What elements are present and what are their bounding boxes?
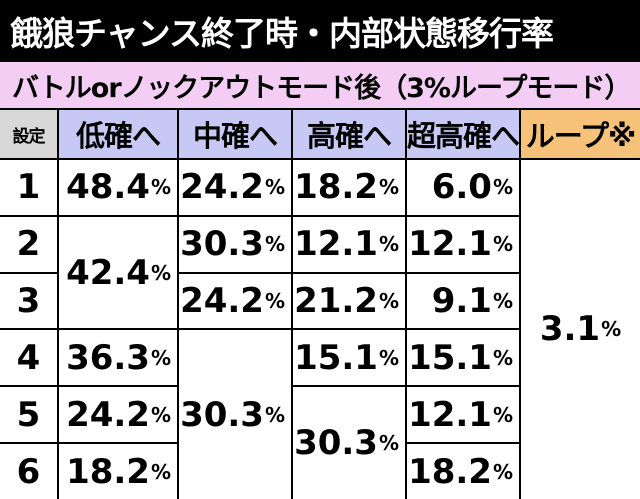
setting: 5 [0,387,57,443]
unit: % [492,402,513,427]
cell: 48.4% [59,160,177,215]
cell: 18.2% [407,444,519,499]
title: 餓狼チャンス終了時・内部状態移行率 [10,14,554,53]
cell: 30.3% [179,330,291,499]
unit: % [492,459,513,484]
unit: % [492,345,513,370]
unit: % [378,431,399,456]
setting: 6 [0,444,57,499]
unit: % [264,402,285,427]
cell: 12.1% [293,216,405,272]
cell: 18.2% [59,444,177,499]
unit: % [378,232,399,257]
cell: 18.2% [293,160,405,215]
cell: 15.1% [407,330,519,386]
cell: 30.3% [179,216,291,272]
column-header: 低確へ [59,110,177,158]
unit: % [150,345,171,370]
unit: % [378,175,399,200]
setting: 1 [0,160,57,215]
unit: % [601,317,622,342]
unit: % [150,459,171,484]
column-header: 設定 [0,110,57,158]
unit: % [264,289,285,314]
cell: 12.1% [407,216,519,272]
setting: 3 [0,273,57,329]
column-header: 高確へ [293,110,405,158]
unit: % [378,289,399,314]
table: 設定 低確へ 中確へ 高確へ 超高確へ ループ※ 1 48.4% 24.2% 1… [0,110,640,499]
unit: % [492,232,513,257]
cell: 36.3% [59,330,177,386]
unit: % [492,289,513,314]
column-header: 中確へ [179,110,291,158]
cell: 24.2% [179,273,291,329]
cell: 12.1% [407,387,519,443]
cell: 24.2% [59,387,177,443]
unit: % [264,175,285,200]
column-header: 超高確へ [407,110,520,158]
unit: % [378,345,399,370]
cell: 42.4% [59,216,177,329]
cell: 9.1% [407,273,519,329]
cell: 30.3% [293,387,405,499]
cell: 3.1% [521,160,640,499]
cell: 21.2% [293,273,405,329]
cell: 15.1% [293,330,405,386]
setting: 2 [0,216,57,272]
setting: 4 [0,330,57,386]
subtitle: バトルorノックアウトモード後（3%ループモード） [0,62,640,108]
unit: % [264,232,285,257]
cell: 24.2% [179,160,291,215]
unit: % [150,402,171,427]
cell: 6.0% [407,160,519,215]
unit: % [150,175,171,200]
unit: % [492,175,513,200]
unit: % [150,260,171,285]
column-header: ループ※ [521,110,640,158]
